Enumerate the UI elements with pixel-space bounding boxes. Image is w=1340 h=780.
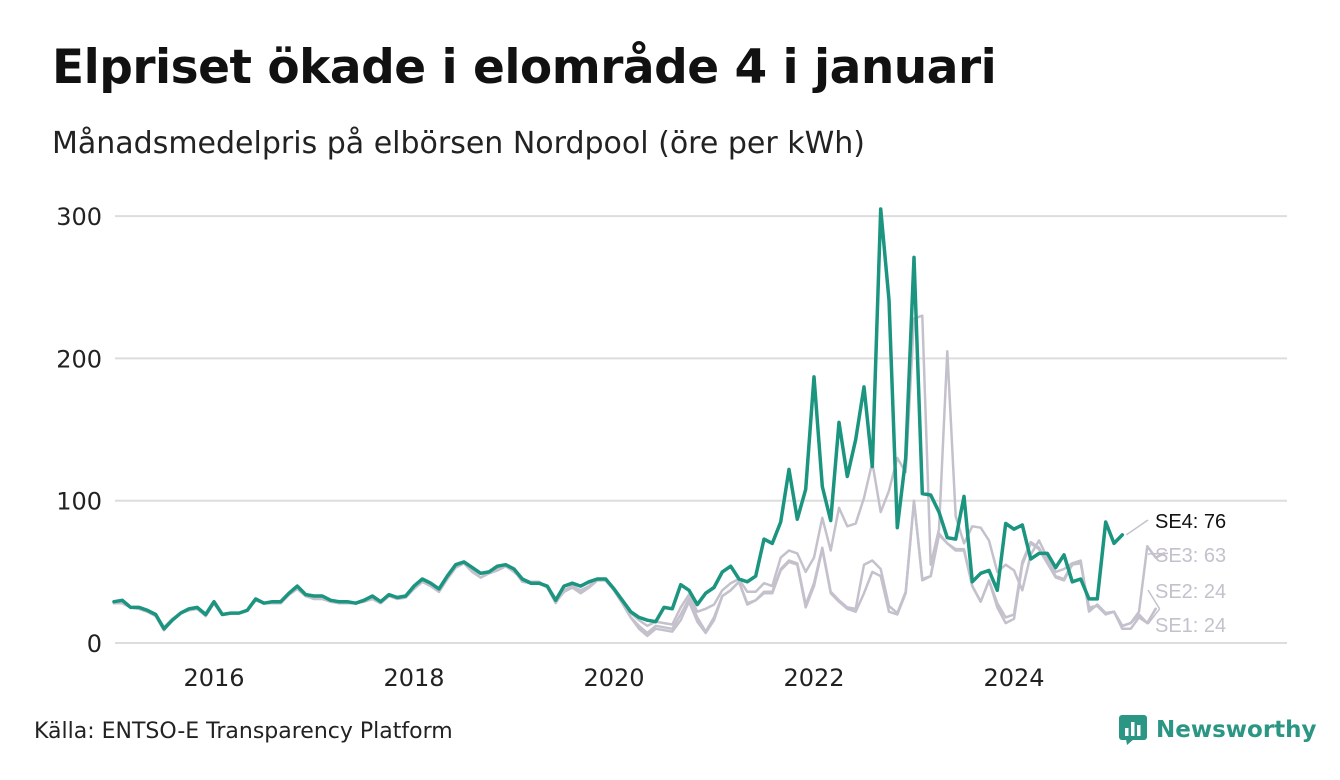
x-tick-label-2024: 2024 [983,664,1044,692]
x-tick-label-2018: 2018 [383,664,444,692]
label-connector-se4 [1125,519,1149,536]
x-tick-label-2022: 2022 [783,664,844,692]
brand-name: Newsworthy [1156,717,1317,743]
y-tick-label-0: 0 [87,630,102,658]
source-note: Källa: ENTSO-E Transparency Platform [34,719,453,744]
y-tick-label-300: 300 [56,203,102,231]
chart-subtitle: Månadsmedelpris på elbörsen Nordpool (ör… [52,126,865,161]
x-tick-label-2016: 2016 [183,664,244,692]
series-line-se4 [112,207,1125,631]
chart-title: Elpriset ökade i elområde 4 i januari [52,40,997,95]
line-chart: 0 100 200 300 2016 2018 2020 2022 2024 SE1: 24 SE2… [56,203,1287,692]
x-tick-label-2020: 2020 [583,664,644,692]
label-connector-se2 [1147,589,1161,610]
series-end-label-se4: SE4: 76 [1155,511,1226,533]
label-connector-se3 [1147,552,1169,555]
series-end-label-se1: SE1: 24 [1155,615,1226,637]
series-end-label-se3: SE3: 63 [1155,545,1226,567]
newsworthy-icon [1119,715,1147,745]
newsworthy-logo[interactable]: Newsworthy [1118,714,1317,746]
series-end-label-se2: SE2: 24 [1155,581,1226,603]
y-tick-label-100: 100 [56,488,102,516]
label-connector-se1 [1147,608,1161,625]
series-line-se3 [112,314,1166,629]
y-tick-label-200: 200 [56,345,102,373]
